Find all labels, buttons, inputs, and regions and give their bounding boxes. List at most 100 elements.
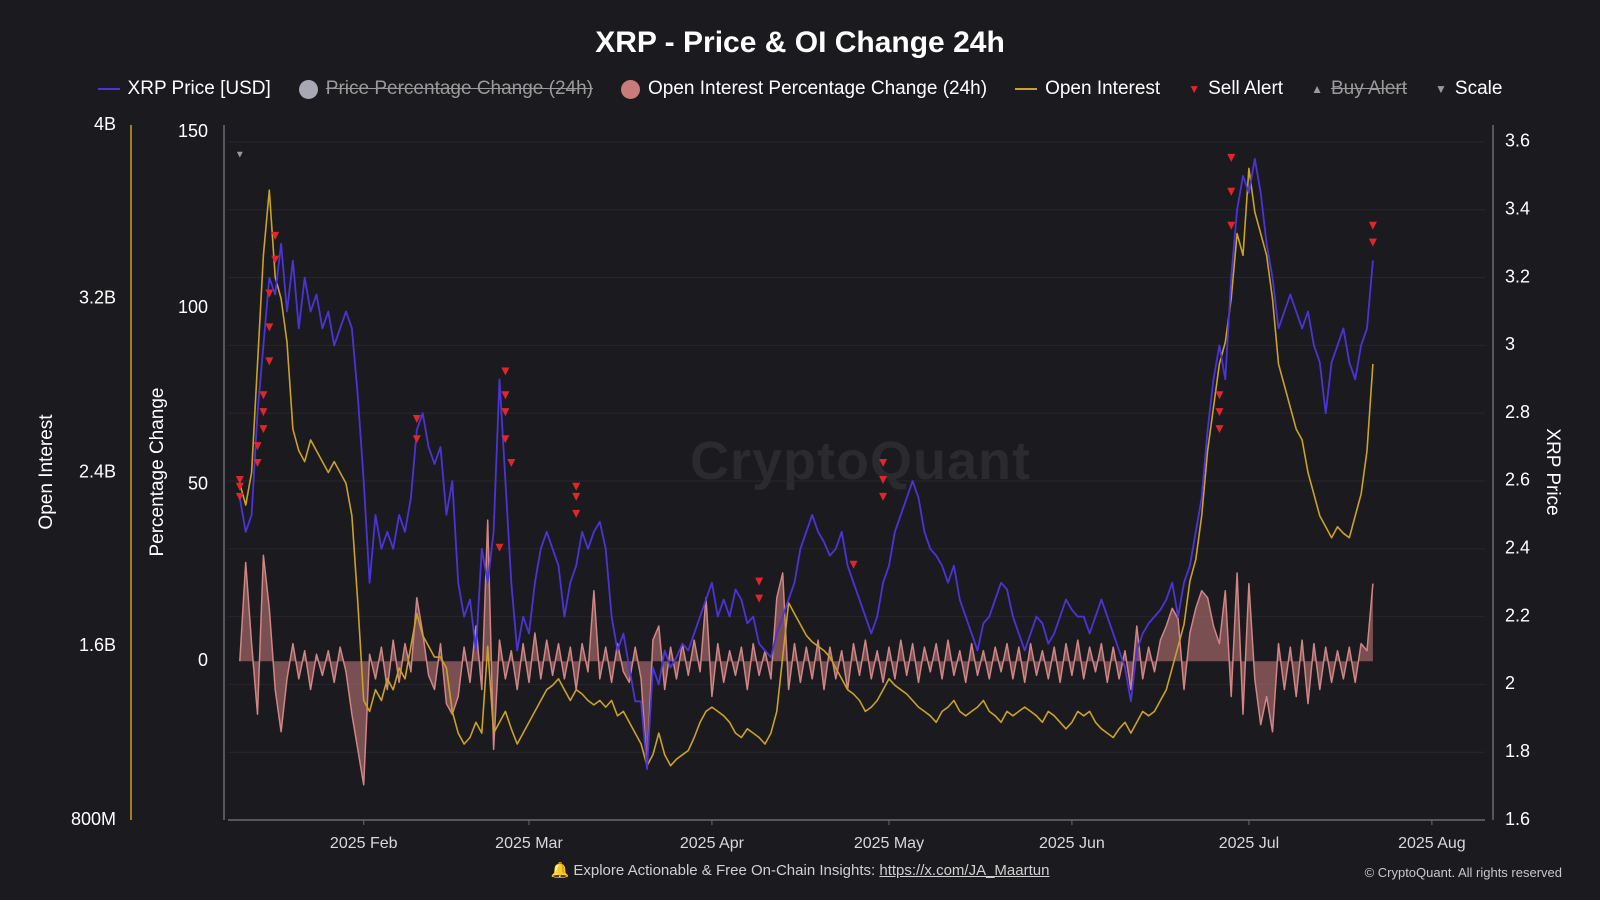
copyright: © CryptoQuant. All rights reserved <box>1364 865 1562 880</box>
sell-alert-marker <box>1215 408 1224 417</box>
x-tick-label: 2025 Aug <box>1398 835 1466 852</box>
sell-alert-marker <box>412 435 421 444</box>
grid-lines <box>228 141 1485 821</box>
chart-legend: XRP Price [USD] Price Percentage Change (… <box>0 78 1600 100</box>
sell-alert-marker <box>1215 425 1224 434</box>
oi-tick-label: 3.2B <box>79 288 116 308</box>
legend-item-scale[interactable]: ▼ Scale <box>1435 78 1502 100</box>
legend-item-ppc[interactable]: Price Percentage Change (24h) <box>298 78 594 100</box>
oi-tick-label: 2.4B <box>79 461 116 481</box>
series-line <box>239 519 1374 786</box>
sell-alert-marker <box>501 391 510 400</box>
x-tick-label: 2025 May <box>854 835 924 852</box>
legend-swatch-sell: ▼ <box>1188 82 1201 96</box>
sell-alert-marker <box>572 509 581 518</box>
sell-alert-marker <box>849 560 858 569</box>
sell-alert-marker <box>879 475 888 484</box>
legend-item-sell[interactable]: ▼ Sell Alert <box>1188 78 1283 100</box>
legend-label-price: XRP Price [USD] <box>127 78 271 99</box>
sell-alert-marker <box>501 408 510 417</box>
sell-alert-marker <box>259 391 268 400</box>
sell-alert-marker <box>271 255 280 264</box>
sell-alert-marker <box>507 459 516 468</box>
sell-alert-marker <box>265 289 274 298</box>
series-line <box>238 157 1374 770</box>
sell-alert-marker <box>235 482 244 491</box>
sell-alert-marker <box>253 442 262 451</box>
price-tick-label: 2 <box>1505 673 1515 693</box>
sell-alert-marker <box>755 594 764 603</box>
sell-alert-marker <box>1227 153 1236 162</box>
sell-alert-marker <box>412 414 421 423</box>
sell-alert-marker <box>1227 187 1236 196</box>
pct-tick-label: 50 <box>188 474 208 494</box>
pct-axis-label: Percentage Change <box>147 387 168 556</box>
sell-alert-marker <box>1227 221 1236 230</box>
oi-axis-label: Open Interest <box>36 414 57 530</box>
sell-alert-marker <box>235 492 244 501</box>
sell-alert-marker <box>235 475 244 484</box>
footer-link[interactable]: https://x.com/JA_Maartun <box>879 862 1050 879</box>
series-oi-percentage-change <box>239 519 1374 786</box>
legend-label-ppc: Price Percentage Change (24h) <box>325 78 594 99</box>
sell-alert-marker <box>1215 391 1224 400</box>
price-tick-label: 2.2 <box>1505 605 1530 625</box>
price-tick-label: 3 <box>1505 334 1515 354</box>
price-axis-label: XRP Price <box>1542 428 1563 515</box>
legend-label-sell: Sell Alert <box>1208 78 1284 99</box>
sell-alert-marker <box>259 425 268 434</box>
sell-alert-marker <box>259 408 268 417</box>
pct-tick-label: 0 <box>198 650 208 670</box>
legend-item-oipc[interactable]: Open Interest Percentage Change (24h) <box>621 78 987 100</box>
legend-label-buy: Buy Alert <box>1330 78 1408 99</box>
pct-tick-label: 150 <box>178 121 208 141</box>
x-tick-label: 2025 Jul <box>1219 835 1280 852</box>
sell-alert-marker <box>271 231 280 240</box>
sell-alert-marker <box>879 459 888 468</box>
footer-text: 🔔 Explore Actionable & Free On-Chain Ins… <box>550 862 876 879</box>
sell-alert-marker <box>879 492 888 501</box>
price-tick-label: 1.6 <box>1505 809 1530 829</box>
legend-swatch-buy: ▲ <box>1311 82 1323 96</box>
x-tick-label: 2025 Feb <box>330 835 398 852</box>
sell-alerts <box>235 153 1377 603</box>
sell-alert-marker <box>572 492 581 501</box>
sell-alert-marker <box>501 367 510 376</box>
legend-item-price[interactable]: XRP Price [USD] <box>97 78 271 100</box>
legend-label-scale: Scale <box>1454 78 1503 99</box>
sell-alert-marker <box>1368 221 1377 230</box>
legend-swatch-oi <box>1015 88 1038 90</box>
series-line <box>239 167 1374 767</box>
sell-alert-marker <box>265 357 274 366</box>
legend-item-buy[interactable]: ▲ Buy Alert <box>1311 78 1407 100</box>
series-open-interest <box>239 167 1374 767</box>
axes: 4B 3.2B 2.4B 1.6B 800M 150 100 50 0 3.6 3.4 3.2 3 2.8… <box>36 114 1563 852</box>
price-tick-label: 1.8 <box>1505 741 1530 761</box>
price-tick-label: 2.6 <box>1505 470 1530 490</box>
oipc-area <box>239 520 1373 785</box>
oi-tick-label: 4B <box>94 114 116 134</box>
legend-item-oi[interactable]: Open Interest <box>1015 78 1160 100</box>
legend-swatch-scale: ▼ <box>1435 82 1447 96</box>
price-tick-label: 3.2 <box>1505 266 1530 286</box>
price-tick-label: 3.4 <box>1505 199 1530 219</box>
sell-alert-marker <box>265 323 274 332</box>
price-tick-label: 3.6 <box>1505 131 1530 151</box>
legend-swatch-oipc <box>621 79 641 99</box>
sell-alert-marker <box>755 577 764 586</box>
series-xrp-price <box>238 157 1374 770</box>
x-tick-label: 2025 Apr <box>680 835 745 852</box>
scale-marker: ▼ <box>235 150 245 161</box>
sell-alert-marker <box>253 459 262 468</box>
oi-tick-label: 1.6B <box>79 635 116 655</box>
chart-title: XRP - Price & OI Change 24h <box>595 26 1005 59</box>
price-tick-label: 2.4 <box>1505 538 1530 558</box>
pct-tick-label: 100 <box>178 297 208 317</box>
sell-alert-marker <box>1368 238 1377 247</box>
x-tick-label: 2025 Jun <box>1039 835 1105 852</box>
sell-alert-marker <box>572 482 581 491</box>
legend-label-oi: Open Interest <box>1045 78 1161 99</box>
legend-swatch-ppc <box>298 79 318 99</box>
legend-label-oipc: Open Interest Percentage Change (24h) <box>648 78 988 99</box>
